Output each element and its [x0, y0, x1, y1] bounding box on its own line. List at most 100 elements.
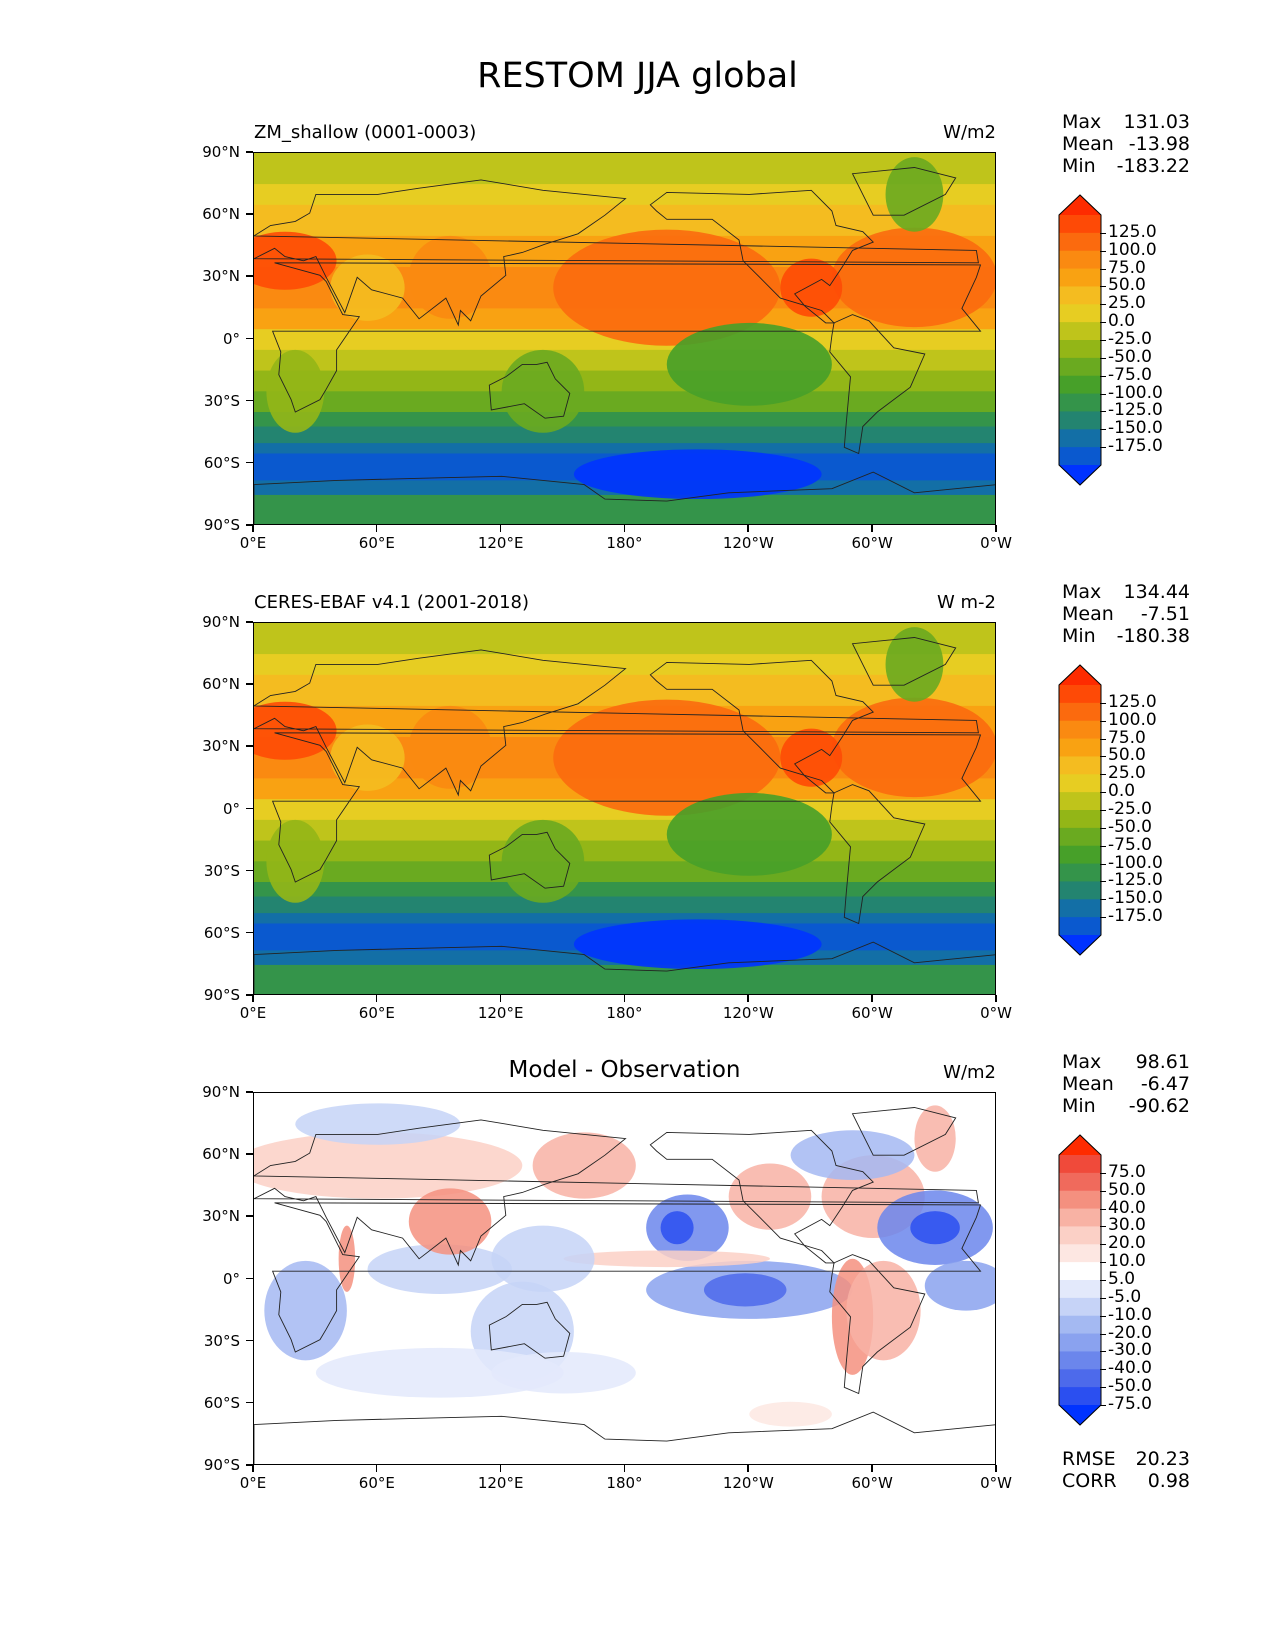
colorbar-segment [1059, 899, 1101, 918]
latitude-band [254, 882, 995, 898]
lat-tick-mark [246, 1091, 253, 1093]
lon-tick-label: 60°W [851, 534, 893, 552]
colorbar-tick-label: -175.0 [1108, 906, 1163, 927]
colorbar-tick-mark [1100, 792, 1106, 794]
field-anomaly [254, 1132, 523, 1199]
field-anomaly [924, 1260, 995, 1311]
panel-units: W m-2 [936, 592, 996, 613]
latitude-band [254, 840, 995, 862]
colorbar-segment [1059, 1315, 1101, 1335]
colorbar-segment [1059, 1244, 1101, 1263]
panel-units: W/m2 [943, 1062, 996, 1083]
colorbar-tick-mark [1100, 340, 1106, 341]
colorbar-tick-mark [1100, 232, 1106, 234]
corr-value: 0.98 [1147, 1470, 1190, 1492]
colorbar-tick-mark [1100, 286, 1106, 288]
colorbar-segment [1059, 1190, 1101, 1210]
panel-units: W/m2 [943, 122, 996, 143]
colorbar-tick-label: 100.0 [1108, 239, 1157, 260]
field-anomaly [660, 1211, 694, 1245]
colorbar-tick-mark [1100, 322, 1106, 324]
colorbar-tick-label: -75.0 [1108, 364, 1152, 385]
map-plot [253, 622, 996, 995]
coastline [254, 471, 995, 524]
field-anomaly [295, 1103, 461, 1145]
colorbar-extend-min [1059, 935, 1101, 955]
lon-tick-mark [499, 995, 502, 1002]
field-anomaly [666, 792, 832, 876]
stat-min-value: -90.62 [1128, 1095, 1190, 1117]
map-field [254, 623, 995, 994]
colorbar-tick-mark [1100, 738, 1106, 740]
colorbar-segment [1059, 1172, 1101, 1192]
colorbar-tick-mark [1100, 1172, 1106, 1174]
colorbar-tick-mark [1100, 375, 1106, 377]
colorbar-tick-mark [1100, 845, 1106, 847]
map-field [254, 1093, 995, 1464]
colorbar-tick-label: 100.0 [1108, 709, 1157, 730]
colorbar-tick-label: 50.0 [1108, 275, 1146, 296]
latitude-band [254, 391, 995, 413]
colorbar-tick-label: -20.0 [1108, 1322, 1152, 1343]
colorbar-tick-label: -75.0 [1108, 1394, 1152, 1414]
field-anomaly [338, 1225, 356, 1292]
lat-tick-label: 60°N [202, 1145, 240, 1164]
field-anomaly [553, 699, 781, 816]
colorbar-tick-label: -5.0 [1108, 1286, 1142, 1307]
field-anomaly [831, 697, 995, 798]
field-anomaly [573, 449, 822, 500]
coastline [649, 659, 875, 794]
stat-mean-label: Mean [1062, 603, 1114, 625]
field-anomaly [553, 229, 781, 346]
field-anomaly [910, 1211, 960, 1245]
coastline [254, 1119, 979, 1267]
colorbar-bar [1058, 1134, 1102, 1426]
stat-min-value: -180.38 [1116, 625, 1190, 647]
field-anomaly [885, 627, 944, 702]
colorbar-tick-label: -125.0 [1108, 400, 1163, 421]
colorbar-segment [1059, 1208, 1101, 1227]
colorbar-segment [1059, 1297, 1101, 1317]
lon-tick-mark [623, 995, 625, 1002]
lat-tick-label: 60°N [202, 205, 240, 224]
panel-title-left: CERES-EBAF v4.1 (2001-2018) [254, 592, 530, 613]
field-anomaly [367, 1244, 512, 1295]
lon-tick-mark [747, 525, 749, 532]
lon-tick-label: 120°W [722, 1004, 774, 1022]
field-anomaly [749, 1401, 832, 1427]
colorbar-tick-label: 5.0 [1108, 1269, 1136, 1289]
colorbar-extend-min [1059, 1405, 1101, 1425]
colorbar-tick-label: -30.0 [1108, 1340, 1152, 1361]
stat-mean-label: Mean [1062, 133, 1114, 155]
colorbar-tick-mark [1100, 1405, 1106, 1406]
stats-box: Max 98.61 Mean -6.47 Min -90.62 [1062, 1051, 1190, 1117]
lat-tick-mark [246, 1464, 253, 1466]
stat-max-value: 134.44 [1123, 581, 1190, 603]
colorbar-tick-mark [1100, 1387, 1106, 1389]
field-anomaly [315, 1347, 564, 1398]
colorbar-tick-label: -50.0 [1108, 346, 1152, 367]
panel-title-center: Model - Observation [508, 1057, 741, 1083]
field-anomaly [780, 258, 843, 317]
field-anomaly [264, 1260, 347, 1361]
latitude-band [254, 349, 995, 372]
field-anomaly [491, 1225, 595, 1292]
stat-max-value: 131.03 [1123, 111, 1190, 133]
colorbar-tick-mark [1100, 447, 1106, 449]
rmse-value: 20.23 [1135, 1448, 1190, 1470]
latitude-band [254, 819, 995, 842]
colorbar-segment [1059, 917, 1101, 936]
lat-tick-mark [246, 1401, 253, 1404]
colorbar-tick-mark [1100, 393, 1106, 395]
colorbar-tick-label: 40.0 [1108, 1197, 1146, 1218]
coastline [829, 314, 926, 455]
colorbar-tick-mark [1100, 756, 1106, 758]
lon-tick-label: 0°E [239, 534, 267, 552]
colorbar-outline [1058, 664, 1102, 956]
lon-tick-mark [871, 1465, 873, 1472]
field-anomaly [703, 1273, 787, 1307]
colorbar-tick-label: 25.0 [1108, 763, 1146, 784]
lat-tick-label: 0° [222, 329, 240, 348]
colorbar-tick-label: 125.0 [1108, 691, 1157, 712]
coastline [254, 1411, 995, 1464]
